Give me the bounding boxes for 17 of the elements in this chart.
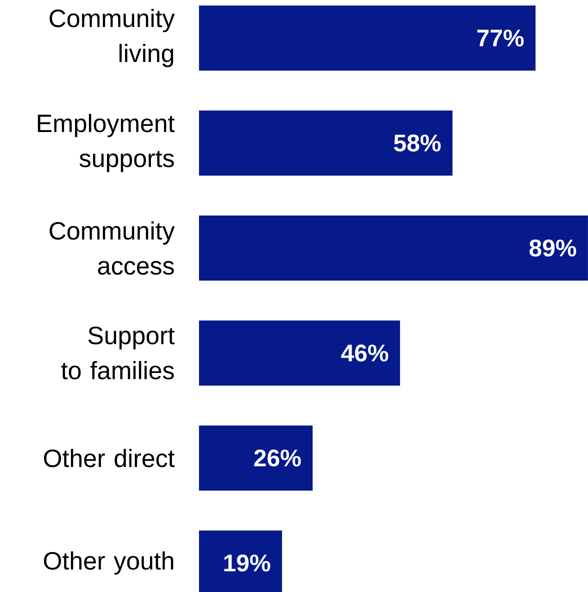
y-tick-label: Community access [50, 221, 175, 275]
bar [198, 5, 536, 71]
y-tick-label: Other youth [44, 551, 174, 575]
bar [198, 215, 588, 281]
bar [198, 110, 452, 176]
data-label: 19% [224, 554, 270, 572]
bar [198, 320, 400, 386]
y-tick-label: Community living [50, 8, 175, 68]
data-label: 58% [394, 134, 441, 152]
y-tick-label: Employment supports [38, 114, 175, 172]
data-label: 77% [477, 30, 524, 46]
data-label: 46% [341, 344, 388, 362]
data-label: 89% [530, 240, 576, 257]
y-tick-label: Support to families [61, 326, 175, 380]
y-tick-label: Other direct [44, 448, 175, 468]
data-label: 26% [254, 450, 301, 467]
bar [198, 425, 313, 491]
